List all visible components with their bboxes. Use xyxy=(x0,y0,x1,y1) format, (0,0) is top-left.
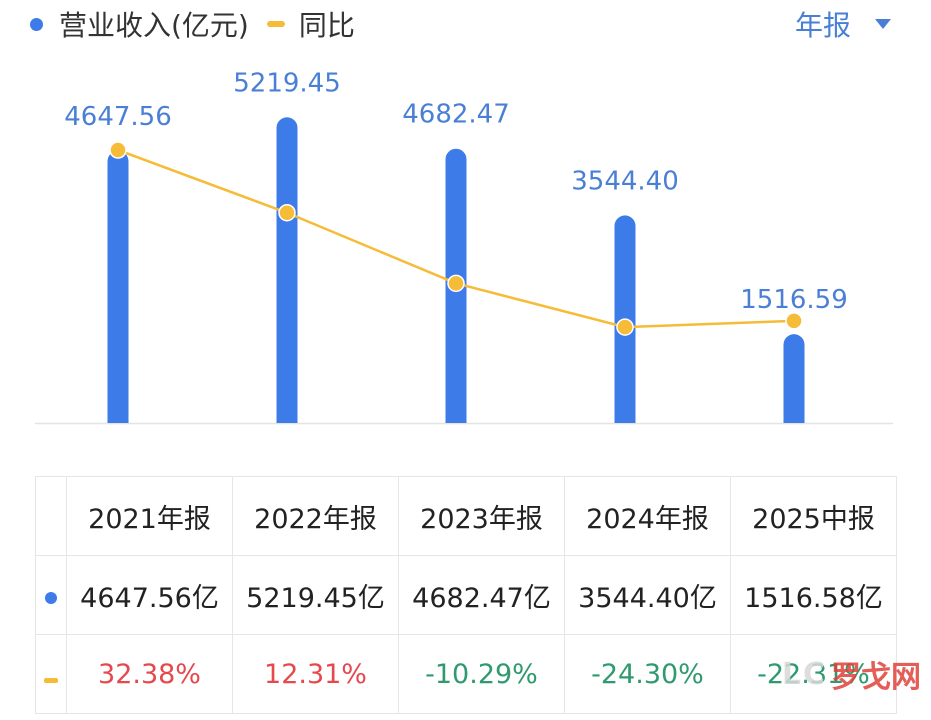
bar-value-label: 5219.45 xyxy=(233,68,341,98)
table-row-yoy: 32.38% 12.31% -10.29% -24.30% -22.31% xyxy=(35,634,897,714)
table-header-cell: 2025中报 xyxy=(730,476,897,556)
yoy-dash-icon xyxy=(44,677,58,683)
bar-2021年报 xyxy=(107,150,129,423)
bar-value-label: 1516.59 xyxy=(740,285,848,315)
bar-2025中报 xyxy=(783,334,805,423)
period-dropdown[interactable]: 年报 xyxy=(795,6,891,42)
period-dropdown-value: 年报 xyxy=(794,9,851,42)
table-row-revenue: 4647.56亿 5219.45亿 4682.47亿 3544.40亿 1516… xyxy=(35,555,897,635)
table-header-cell: 2024年报 xyxy=(564,476,731,556)
table-header-cell: 2022年报 xyxy=(232,476,399,556)
bar-value-label: 4647.56 xyxy=(64,102,172,132)
yoy-cell: 32.38% xyxy=(66,634,233,714)
yoy-row-marker xyxy=(35,634,67,714)
table-header-row: 2021年报 2022年报 2023年报 2024年报 2025中报 xyxy=(35,476,897,556)
yoy-point-2024年报 xyxy=(616,318,634,336)
yoy-legend-dash-icon xyxy=(266,21,285,27)
revenue-dot-icon xyxy=(45,591,57,604)
caret-down-icon xyxy=(875,19,891,29)
chart-legend: 营业收入(亿元) 同比 xyxy=(30,6,355,42)
revenue-row-marker xyxy=(35,555,67,635)
revenue-cell: 4647.56亿 xyxy=(66,555,233,635)
revenue-cell: 3544.40亿 xyxy=(564,555,731,635)
yoy-point-2023年报 xyxy=(447,274,465,293)
yoy-cell: -24.30% xyxy=(564,634,731,714)
yoy-cell: -10.29% xyxy=(398,634,565,714)
revenue-cell: 5219.45亿 xyxy=(232,555,399,635)
revenue-legend-label: 营业收入(亿元) xyxy=(59,9,249,42)
bar-value-label: 4682.47 xyxy=(402,100,510,130)
chart-plot: 4647.56 5219.45 4682.47 3544.40 1516.59 xyxy=(35,68,893,425)
table-header-cell: 2021年报 xyxy=(66,476,233,556)
yoy-point-2022年报 xyxy=(278,203,296,222)
yoy-cell: -22.31% xyxy=(730,634,897,714)
yoy-legend-label: 同比 xyxy=(298,9,355,42)
revenue-cell: 1516.58亿 xyxy=(730,555,897,635)
data-table: 2021年报 2022年报 2023年报 2024年报 2025中报 4647.… xyxy=(35,476,897,714)
bar-value-label: 3544.40 xyxy=(571,166,679,196)
yoy-cell: 12.31% xyxy=(232,634,399,714)
revenue-cell: 4682.47亿 xyxy=(398,555,565,635)
table-header-cell: 2023年报 xyxy=(398,476,565,556)
yoy-point-2025中报 xyxy=(785,312,803,330)
bar-2022年报 xyxy=(276,117,298,423)
yoy-point-2021年报 xyxy=(109,141,127,159)
table-corner-cell xyxy=(35,476,67,556)
revenue-legend-dot-icon xyxy=(30,17,43,31)
